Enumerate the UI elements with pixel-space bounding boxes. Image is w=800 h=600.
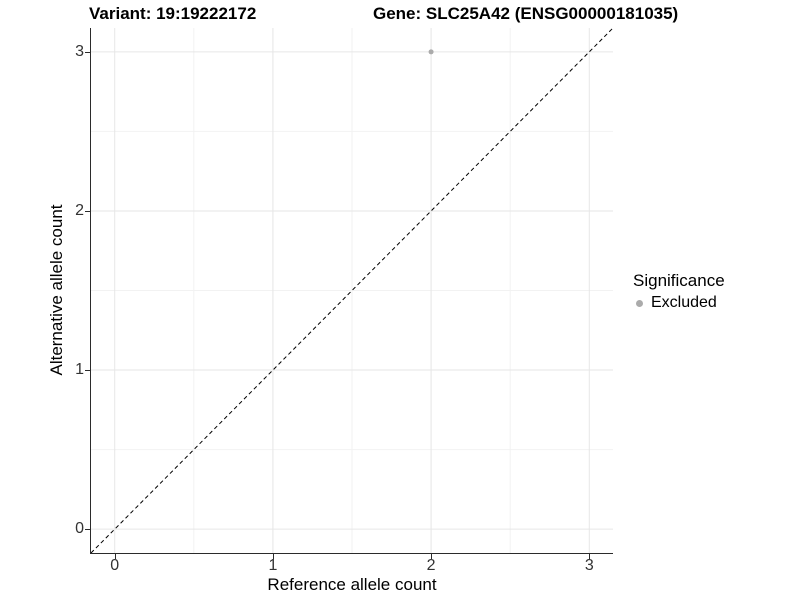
- x-axis-line: [90, 553, 613, 554]
- legend-item-excluded: Excluded: [633, 294, 725, 312]
- y-tick-mark: [85, 210, 90, 212]
- legend: Significance Excluded: [633, 271, 725, 312]
- x-tick-mark: [589, 554, 591, 559]
- scatter-plot-canvas: [91, 28, 613, 553]
- y-tick-label: 3: [75, 42, 84, 60]
- y-tick-mark: [85, 370, 90, 372]
- legend-point-icon: [636, 299, 643, 307]
- data-point-excluded: [428, 49, 434, 55]
- x-tick-label: 1: [268, 557, 278, 574]
- legend-title: Significance: [633, 271, 725, 290]
- legend-item-label: Excluded: [651, 294, 717, 311]
- x-axis-title: Reference allele count: [267, 575, 437, 594]
- y-tick-label: 1: [75, 361, 84, 379]
- y-tick-mark: [85, 529, 90, 531]
- x-tick-mark: [272, 554, 274, 559]
- x-tick-label: 2: [426, 557, 436, 574]
- x-tick-label: 0: [110, 557, 120, 574]
- y-axis-line: [90, 28, 91, 554]
- y-tick-label: 2: [75, 201, 84, 219]
- x-tick-mark: [431, 554, 433, 559]
- y-tick-label: 0: [75, 520, 84, 538]
- identity-reference-line: [91, 28, 613, 553]
- x-tick-label: 3: [584, 557, 594, 574]
- plot-title-variant: Variant: 19:19222172: [89, 4, 257, 23]
- plot-title-gene: Gene: SLC25A42 (ENSG00000181035): [373, 4, 679, 23]
- x-tick-mark: [114, 554, 116, 559]
- y-axis-title: Alternative allele count: [47, 204, 66, 376]
- y-tick-mark: [85, 51, 90, 53]
- plot-panel: [91, 28, 613, 553]
